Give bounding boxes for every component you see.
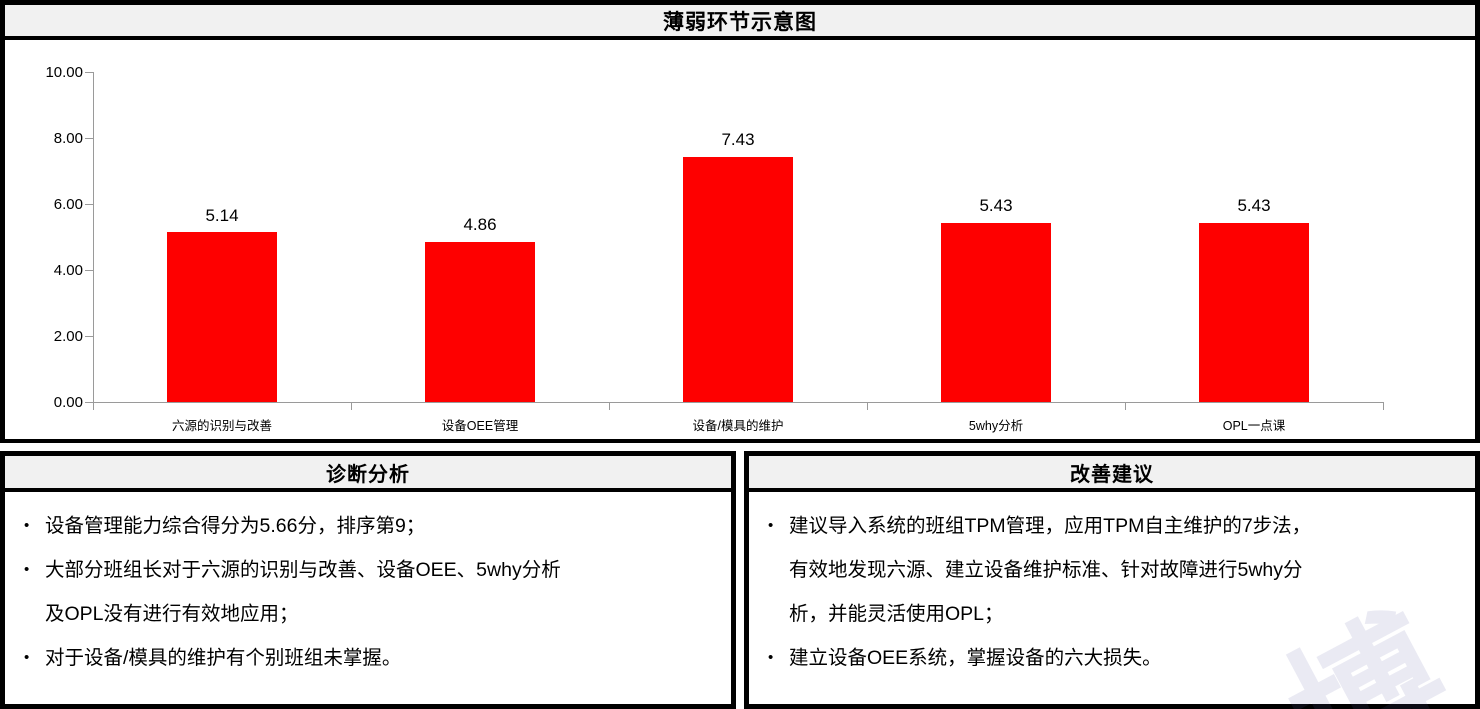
category-label-4: OPL一点课 [1222,419,1286,433]
category-label-3: 5why分析 [968,419,1024,433]
diagnosis-panel-header: 诊断分析 [5,456,731,492]
x-tick-3 [867,402,868,410]
list-item: 设备管理能力综合得分为5.66分，排序第9； [15,504,721,548]
y-tick-label-8: 8.00 [53,130,83,147]
list-item: 大部分班组长对于六源的识别与改善、设备OEE、5why分析 及OPL没有进行有效… [15,548,721,636]
bottom-panels-row: 诊断分析 设备管理能力综合得分为5.66分，排序第9； 大部分班组长对于六源的识… [0,451,1480,709]
chart-title-bar: 薄弱环节示意图 [5,5,1475,40]
chart-panel: 薄弱环节示意图 10.00 8.00 6.00 4.00 2.00 0.00 [0,0,1480,443]
suggestion-panel: 改善建议 建议导入系统的班组TPM管理，应用TPM自主维护的7步法， 有效地发现… [744,451,1480,709]
y-tick-label-6: 6.00 [53,196,83,213]
diagnosis-panel-title: 诊断分析 [326,463,410,486]
y-axis-line [93,72,94,402]
x-axis-line [93,402,1383,403]
y-tick-label-10: 10.00 [45,64,83,81]
x-tick-0 [93,402,94,410]
list-item: 建立设备OEE系统，掌握设备的六大损失。 [759,636,1465,680]
bar-value-4: 5.43 [1237,196,1271,215]
y-tick-6 [85,204,93,205]
suggestion-panel-header: 改善建议 [749,456,1475,492]
y-tick-10 [85,72,93,73]
x-tick-1 [351,402,352,410]
list-item: 对于设备/模具的维护有个别班组未掌握。 [15,636,721,680]
bar-value-0: 5.14 [205,206,239,225]
category-label-0: 六源的识别与改善 [171,419,272,433]
y-tick-label-2: 2.00 [53,328,83,345]
y-tick-label-4: 4.00 [53,262,83,279]
y-tick-8 [85,138,93,139]
category-label-2: 设备/模具的维护 [692,419,784,433]
chart-title: 薄弱环节示意图 [663,10,817,34]
diagnosis-panel-body: 设备管理能力综合得分为5.66分，排序第9； 大部分班组长对于六源的识别与改善、… [5,492,731,680]
x-tick-5 [1383,402,1384,410]
y-tick-2 [85,336,93,337]
bar-1 [425,241,535,402]
y-tick-4 [85,270,93,271]
bar-value-3: 5.43 [979,196,1013,215]
category-label-1: 设备OEE管理 [441,419,519,433]
bar-4 [1199,222,1309,402]
bar-value-1: 4.86 [463,215,497,234]
bar-2 [683,156,793,402]
suggestion-panel-body: 建议导入系统的班组TPM管理，应用TPM自主维护的7步法， 有效地发现六源、建立… [749,492,1475,680]
y-tick-0 [85,402,93,403]
x-tick-4 [1125,402,1126,410]
diagnosis-panel: 诊断分析 设备管理能力综合得分为5.66分，排序第9； 大部分班组长对于六源的识… [0,451,736,709]
chart-plot-area: 10.00 8.00 6.00 4.00 2.00 0.00 5.14 六源的识… [5,44,1475,439]
suggestion-panel-title: 改善建议 [1070,463,1154,486]
list-item: 建议导入系统的班组TPM管理，应用TPM自主维护的7步法， 有效地发现六源、建立… [759,504,1465,636]
bar-value-2: 7.43 [721,130,755,149]
y-tick-label-0: 0.00 [53,394,83,411]
bar-3 [941,222,1051,402]
x-tick-2 [609,402,610,410]
bar-0 [167,232,277,402]
